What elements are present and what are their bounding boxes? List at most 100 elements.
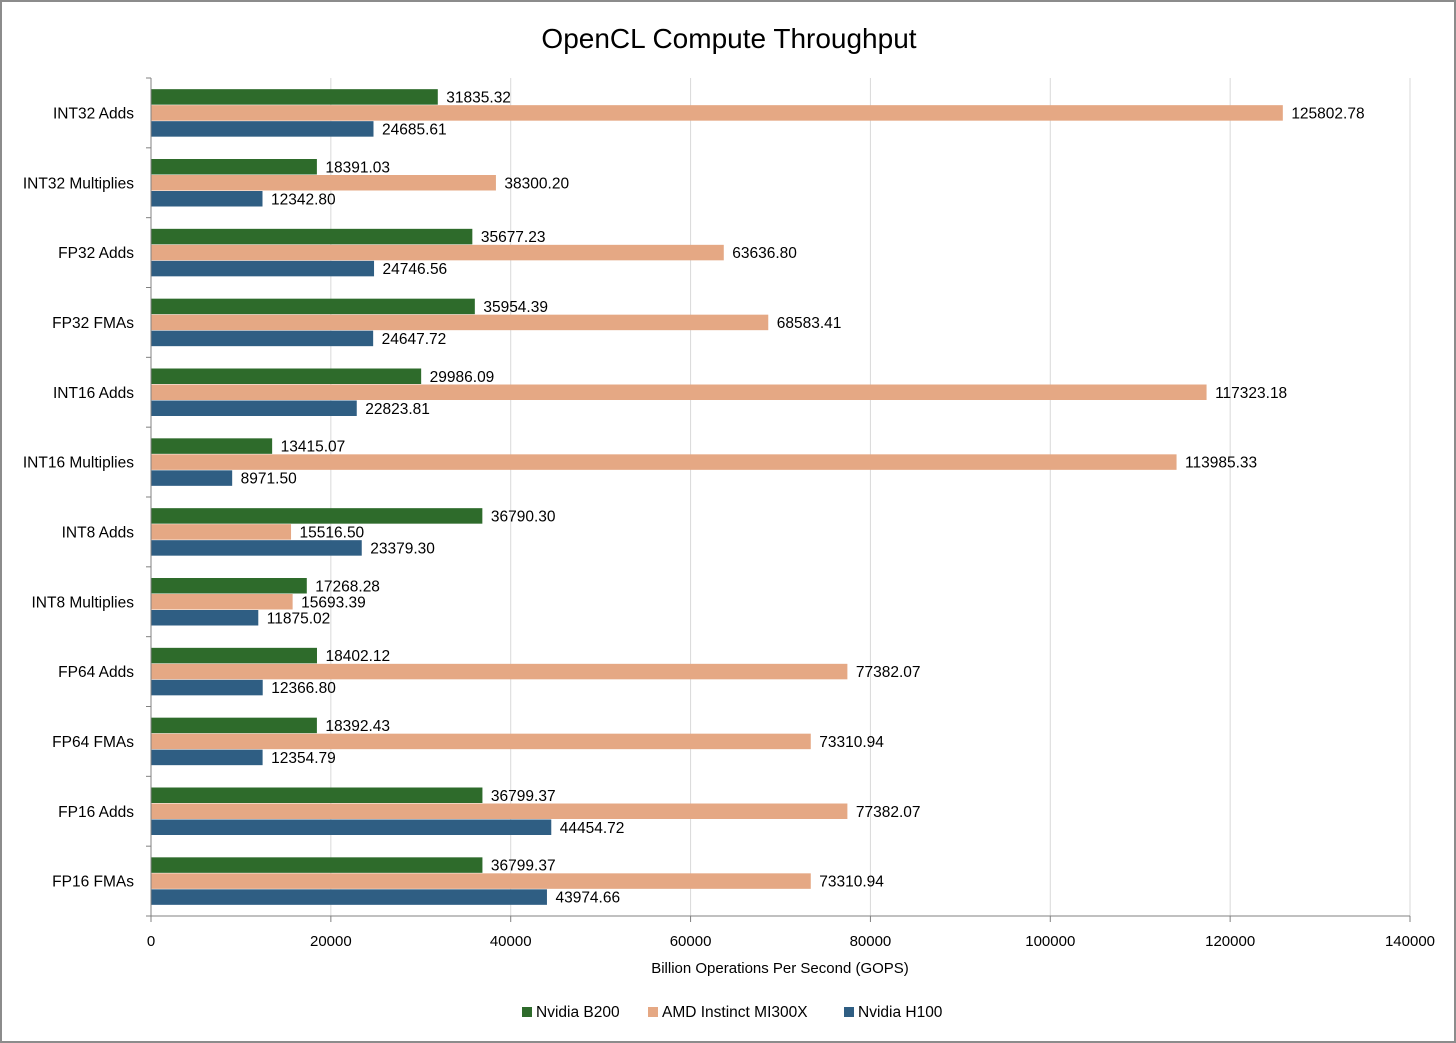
data-label: 18392.43 [325,718,390,735]
data-label: 36790.30 [491,508,556,525]
bar [151,717,317,734]
data-label: 11875.02 [267,610,331,627]
data-label: 73310.94 [819,734,884,751]
bar [151,368,422,384]
bar [151,873,811,889]
data-label: 24746.56 [383,261,448,278]
bar [151,89,438,105]
data-label: 77382.07 [856,664,921,681]
data-label: 73310.94 [819,874,884,891]
category-label: FP64 Adds [58,664,134,681]
category-label: FP32 FMAs [52,315,134,332]
bar [151,298,475,315]
legend: Nvidia B200 AMD Instinct MI300X Nvidia H10… [522,1004,943,1021]
bar [151,663,848,680]
bar [151,610,259,626]
data-label: 12342.80 [271,191,336,208]
x-tick-label: 20000 [310,933,352,950]
x-tick-label: 140000 [1385,933,1435,950]
data-label: 35954.39 [483,299,548,316]
bar [151,733,811,750]
bar [151,803,848,819]
data-label: 29986.09 [430,369,495,386]
bar [151,105,1283,121]
bar [151,819,552,835]
data-label: 23379.30 [370,540,435,557]
bar [151,508,483,524]
bar [151,330,374,347]
category-label: FP32 Adds [58,245,134,262]
category-label: FP16 Adds [58,804,134,821]
data-label: 18391.03 [325,159,390,176]
data-label: 113985.33 [1185,455,1257,472]
x-tick-label: 100000 [1025,933,1075,950]
legend-swatch [522,1007,532,1017]
data-label: 15693.39 [301,594,366,611]
chart-title: OpenCL Compute Throughput [541,23,916,54]
bar [151,400,357,416]
bar [151,594,293,610]
bar [151,524,292,540]
data-label: 63636.80 [732,245,797,262]
bar [151,857,483,873]
x-tick-labels: 0 20000 40000 60000 80000 100000 120000 140000 [147,933,1435,950]
category-label: INT8 Multiplies [32,594,135,611]
data-label: 12366.80 [271,680,336,697]
bar [151,384,1207,400]
bar [151,749,263,766]
category-label: INT8 Adds [62,524,135,541]
data-label: 36799.37 [491,858,556,875]
gridlines [330,78,1411,916]
bar [151,260,375,277]
data-label: 68583.41 [777,315,842,332]
bar [151,175,496,191]
legend-label: Nvidia B200 [536,1004,620,1021]
category-label: FP64 FMAs [52,734,134,751]
legend-label: Nvidia H100 [858,1004,943,1021]
bar [151,787,483,803]
data-label: 117323.18 [1215,385,1287,402]
bar [151,679,263,696]
bar [151,578,307,594]
bar [151,454,1177,470]
legend-label: AMD Instinct MI300X [662,1004,808,1021]
category-label: INT32 Adds [53,105,134,122]
bar [151,889,547,905]
bars: 31835.32 125802.78 24685.61 18391.03 38300.2… [151,89,1365,907]
x-tick-label: 80000 [850,933,892,950]
bar [151,314,769,331]
data-label: 22823.81 [365,401,430,418]
bar [151,121,374,137]
x-axis-label: Billion Operations Per Second (GOPS) [651,960,909,977]
legend-swatch [648,1007,658,1017]
data-label: 35677.23 [481,229,546,246]
axes [146,77,1411,922]
bar [151,438,273,454]
x-tick-label: 60000 [670,933,712,950]
bar [151,470,233,486]
data-label: 24685.61 [382,121,447,138]
category-label: INT16 Adds [53,385,134,402]
category-label: FP16 FMAs [52,874,134,891]
bar [151,228,473,245]
data-label: 43974.66 [555,890,620,907]
data-label: 18402.12 [325,648,390,665]
data-label: 15516.50 [300,524,365,541]
data-label: 36799.37 [491,788,556,805]
bar [151,647,317,664]
data-label: 38300.20 [504,175,569,192]
x-tick-label: 40000 [490,933,532,950]
bar [151,191,263,207]
data-label: 44454.72 [560,820,625,837]
bar [151,540,362,556]
legend-swatch [844,1007,854,1017]
data-label: 77382.07 [856,804,921,821]
data-label: 24647.72 [382,331,447,348]
category-label: INT32 Multiplies [23,175,134,192]
data-label: 8971.50 [241,471,297,488]
category-label: INT16 Multiplies [23,455,134,472]
data-label: 12354.79 [271,750,336,767]
bar [151,159,317,175]
